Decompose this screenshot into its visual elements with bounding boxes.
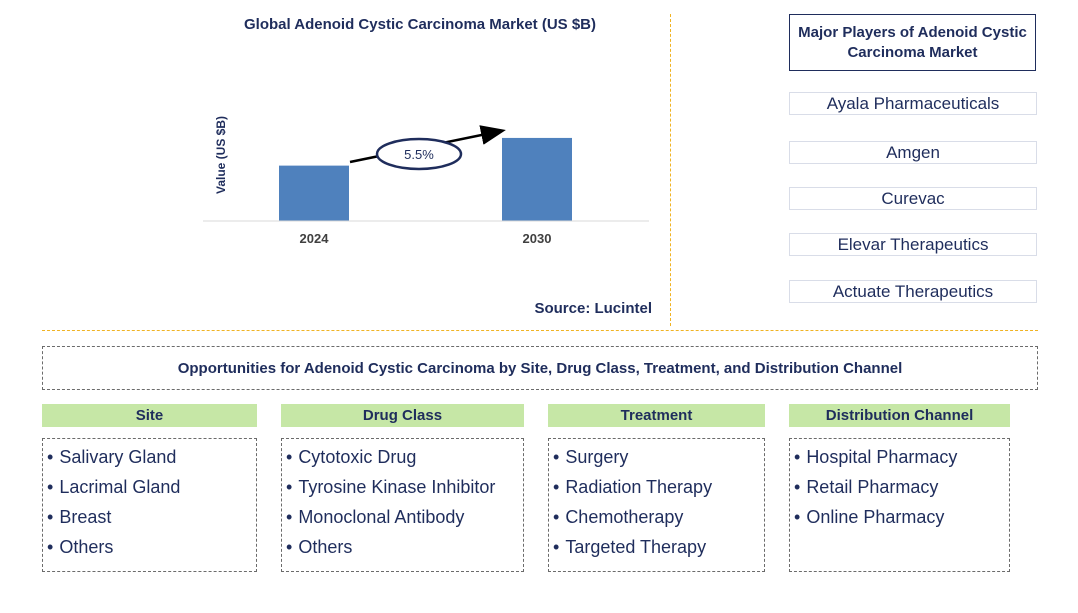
category-list-drug-class: Cytotoxic Drug Tyrosine Kinase Inhibitor… (281, 438, 524, 572)
opportunities-title: Opportunities for Adenoid Cystic Carcino… (42, 346, 1038, 390)
category-header-distribution-channel: Distribution Channel (789, 404, 1010, 427)
horizontal-divider (42, 330, 1038, 331)
y-axis-label: Value (US $B) (214, 116, 228, 194)
list-item: Others (286, 532, 523, 562)
list-item: Monoclonal Antibody (286, 502, 523, 532)
player-item: Curevac (789, 187, 1037, 210)
category-list-distribution-channel: Hospital Pharmacy Retail Pharmacy Online… (789, 438, 1010, 572)
list-item: Salivary Gland (47, 442, 256, 472)
list-item: Cytotoxic Drug (286, 442, 523, 472)
list-item: Retail Pharmacy (794, 472, 1009, 502)
cagr-label: 5.5% (404, 147, 434, 162)
cagr-ellipse (375, 137, 463, 171)
list-item: Surgery (553, 442, 764, 472)
list-item: Online Pharmacy (794, 502, 1009, 532)
player-item: Actuate Therapeutics (789, 280, 1037, 303)
list-item: Hospital Pharmacy (794, 442, 1009, 472)
list-item: Tyrosine Kinase Inhibitor (286, 472, 523, 502)
bar-chart: Value (US $B) 2024 2030 5.5% (203, 116, 649, 246)
chart-title: Global Adenoid Cystic Carcinoma Market (… (243, 16, 597, 33)
list-item: Breast (47, 502, 256, 532)
x-tick-label: 2024 (300, 231, 330, 246)
player-item: Amgen (789, 141, 1037, 164)
player-item: Elevar Therapeutics (789, 233, 1037, 256)
x-tick-label: 2030 (523, 231, 552, 246)
bar-2024 (279, 165, 349, 221)
list-item: Radiation Therapy (553, 472, 764, 502)
list-item: Targeted Therapy (553, 532, 764, 562)
players-header: Major Players of Adenoid Cystic Carcinom… (789, 14, 1036, 71)
category-header-treatment: Treatment (548, 404, 765, 427)
player-item: Ayala Pharmaceuticals (789, 92, 1037, 115)
vertical-divider (670, 14, 671, 326)
category-header-drug-class: Drug Class (281, 404, 524, 427)
list-item: Others (47, 532, 256, 562)
category-list-site: Salivary Gland Lacrimal Gland Breast Oth… (42, 438, 257, 572)
list-item: Chemotherapy (553, 502, 764, 532)
bar-2030 (502, 137, 572, 221)
source-note: Source: Lucintel (534, 300, 652, 317)
list-item: Lacrimal Gland (47, 472, 256, 502)
category-list-treatment: Surgery Radiation Therapy Chemotherapy T… (548, 438, 765, 572)
category-header-site: Site (42, 404, 257, 427)
